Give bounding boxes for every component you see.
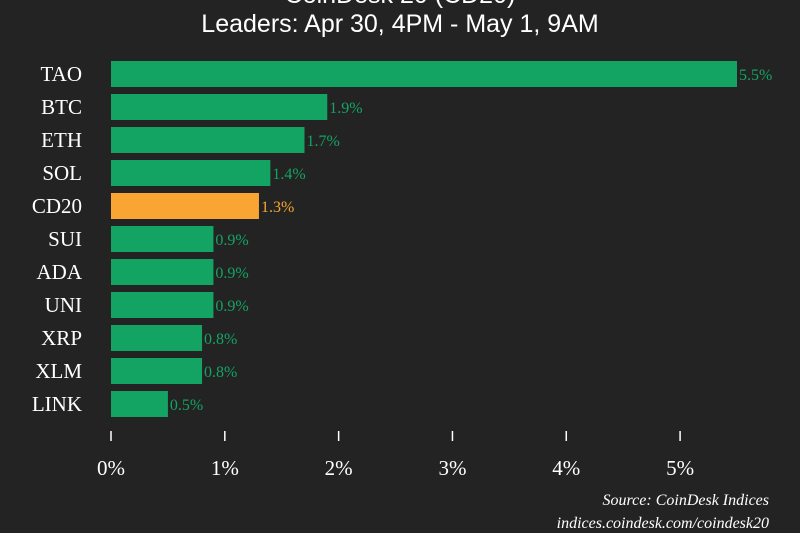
category-label-cd20: CD20: [32, 194, 82, 218]
value-label-xrp: 0.8%: [204, 331, 237, 348]
bar-eth: [111, 127, 305, 153]
category-label-xrp: XRP: [41, 326, 82, 350]
bar-link: [111, 391, 168, 417]
bar-sui: [111, 226, 214, 252]
value-label-cd20: 1.3%: [261, 199, 294, 216]
value-label-tao: 5.5%: [739, 67, 772, 84]
category-label-eth: ETH: [41, 128, 82, 152]
bar-xlm: [111, 358, 203, 384]
value-label-eth: 1.7%: [306, 133, 339, 150]
category-label-xlm: XLM: [35, 359, 82, 383]
category-label-sui: SUI: [48, 227, 82, 251]
x-tick-label: 3%: [438, 456, 466, 480]
value-label-btc: 1.9%: [329, 100, 362, 117]
chart-subtitle: Leaders: Apr 30, 4PM - May 1, 9AM: [201, 10, 598, 38]
x-axis: 0% 1% 2% 3% 4% 5%: [97, 431, 694, 480]
bar-ada: [111, 259, 214, 285]
bar-sol: [111, 160, 271, 186]
category-label-btc: BTC: [41, 95, 82, 119]
value-label-ada: 0.9%: [215, 265, 248, 282]
value-label-uni: 0.9%: [215, 298, 248, 315]
bar-xrp: [111, 325, 203, 351]
x-tick-label: 4%: [552, 456, 580, 480]
category-label-uni: UNI: [45, 293, 82, 317]
source-line: Source: CoinDesk Indices: [603, 492, 769, 509]
x-tick-label: 0%: [97, 456, 125, 480]
bars-group: TAO 5.5% BTC 1.9% ETH 1.7% SOL 1.4% CD20 1.3% SUI 0…: [32, 61, 772, 417]
bar-uni: [111, 292, 214, 318]
x-tick-label: 1%: [211, 456, 239, 480]
x-tick-label: 2%: [325, 456, 353, 480]
category-label-tao: TAO: [41, 62, 82, 86]
category-label-link: LINK: [32, 392, 82, 416]
value-label-link: 0.5%: [170, 397, 203, 414]
value-label-xlm: 0.8%: [204, 364, 237, 381]
value-label-sol: 1.4%: [272, 166, 305, 183]
category-label-sol: SOL: [42, 161, 82, 185]
category-label-ada: ADA: [37, 260, 83, 284]
source-url: indices.coindesk.com/coindesk20: [557, 515, 769, 532]
bar-tao: [111, 61, 737, 87]
value-label-sui: 0.9%: [215, 232, 248, 249]
bar-btc: [111, 94, 328, 120]
x-tick-label: 5%: [666, 456, 694, 480]
bar-cd20: [111, 193, 259, 219]
chart-title: CoinDesk 20 (CD20): [285, 0, 516, 9]
